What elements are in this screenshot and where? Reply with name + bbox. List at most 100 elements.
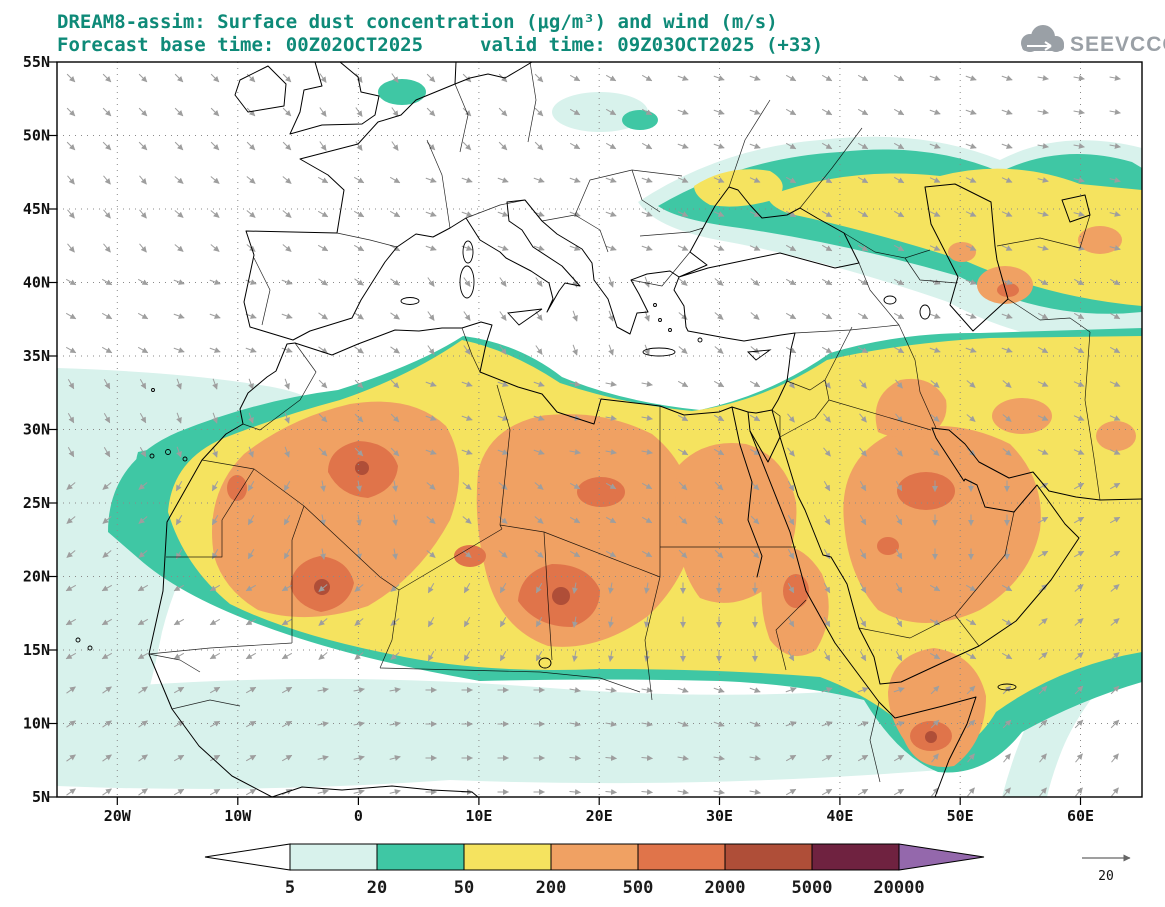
- wind-arrow: [1037, 482, 1049, 490]
- island-sardinia: [459, 265, 475, 299]
- wind-arrow: [498, 141, 508, 151]
- wind-arrow: [355, 107, 363, 117]
- wind-arrow: [641, 721, 653, 727]
- wind-arrow: [821, 142, 833, 150]
- wind-arrow: [138, 516, 148, 524]
- wind-arrow: [65, 278, 77, 286]
- wind-arrow: [569, 687, 581, 693]
- wind-arrow: [821, 108, 833, 116]
- wind-arrow: [965, 177, 977, 183]
- wind-arrow: [678, 278, 688, 286]
- wind-arrow: [137, 278, 149, 286]
- wind-arrow: [426, 107, 436, 117]
- colorbar-cell-20-50: [376, 843, 465, 871]
- wind-arrow: [644, 344, 650, 356]
- wind-arrow: [1109, 550, 1121, 558]
- wind-arrow: [425, 415, 437, 421]
- wind-arrow: [605, 245, 617, 251]
- wind-arrow: [462, 482, 472, 490]
- wind-arrow: [785, 210, 797, 218]
- wind-arrow: [714, 312, 724, 320]
- wind-arrow: [102, 686, 112, 694]
- wind-arrow: [895, 548, 903, 560]
- wind-arrow: [282, 176, 292, 184]
- wind-arrow: [821, 346, 833, 354]
- wind-arrow: [605, 211, 617, 217]
- wind-arrow: [498, 107, 508, 117]
- wind-arrow: [1001, 313, 1013, 319]
- wind-arrow: [930, 719, 940, 729]
- island-aegean-3: [653, 303, 657, 307]
- wind-arrow: [248, 412, 254, 424]
- wind-arrow: [425, 381, 437, 387]
- wind-arrow: [65, 584, 77, 592]
- colorbar-label-2000: 2000: [705, 878, 746, 898]
- wind-arrow: [930, 685, 940, 695]
- wind-arrow: [137, 312, 149, 320]
- wind-arrow: [895, 582, 903, 594]
- wind-arrow: [605, 721, 617, 727]
- wind-arrow: [102, 754, 112, 762]
- wind-arrow: [857, 721, 869, 727]
- wind-arrow: [320, 548, 326, 560]
- wind-arrow: [534, 550, 544, 558]
- wind-arrow: [605, 449, 617, 455]
- wind-arrow: [174, 73, 184, 83]
- wind-arrow: [65, 346, 77, 354]
- wind-arrow: [1037, 211, 1049, 217]
- wind-arrow: [209, 754, 221, 762]
- wind-arrow: [678, 549, 688, 559]
- wind-arrow: [283, 514, 291, 526]
- wind-arrow: [245, 720, 257, 728]
- wind-arrow: [139, 175, 147, 185]
- wind-arrow: [1073, 449, 1085, 455]
- wind-arrow: [390, 584, 400, 592]
- wind-arrow: [677, 687, 689, 693]
- island-aegean-1: [658, 318, 662, 322]
- wind-arrow: [391, 107, 399, 117]
- wind-arrow: [929, 652, 941, 660]
- coast-arabian-peninsula: [779, 427, 1080, 685]
- wind-arrow: [138, 73, 148, 83]
- wind-arrow: [354, 652, 364, 660]
- wind-arrow: [173, 347, 185, 353]
- wind-arrow: [425, 245, 437, 251]
- wind-arrow: [427, 345, 435, 355]
- wind-arrow: [713, 721, 725, 727]
- wind-arrow: [750, 515, 760, 525]
- dust-core-arabia: [897, 472, 955, 510]
- wind-arrow: [641, 789, 653, 795]
- wind-arrow: [463, 277, 471, 287]
- wind-arrow: [1001, 75, 1013, 81]
- nile-river: [731, 406, 763, 578]
- wind-arrow: [641, 108, 653, 116]
- wind-arrow: [857, 74, 869, 82]
- colorbar-cell-500-2000: [637, 843, 726, 871]
- wind-arrow: [859, 582, 867, 594]
- wind-arrow: [317, 721, 329, 727]
- wind-arrow: [713, 245, 725, 251]
- wind-arrow: [66, 73, 76, 83]
- wind-arrow: [284, 378, 290, 390]
- wind-arrow: [608, 616, 614, 628]
- wind-arrow: [893, 278, 905, 286]
- wind-arrow: [1038, 618, 1048, 626]
- wind-arrow: [390, 447, 400, 457]
- wind-arrow: [750, 278, 760, 286]
- wind-arrow: [245, 788, 257, 796]
- wind-arrow: [66, 686, 76, 694]
- wind-arrow: [497, 381, 509, 387]
- wind-arrow: [103, 209, 111, 219]
- wind-arrow: [281, 720, 293, 728]
- wind-arrow: [1109, 75, 1121, 81]
- wind-arrow: [245, 618, 257, 626]
- wind-arrow: [641, 449, 653, 455]
- coast-atlantic-africa: [148, 342, 296, 797]
- wind-arrow: [389, 210, 401, 218]
- wind-arrow: [785, 108, 797, 116]
- wind-arrow: [895, 379, 903, 389]
- wind-arrow: [66, 516, 76, 524]
- island-canary-1: [149, 453, 155, 459]
- wind-arrow: [281, 652, 293, 660]
